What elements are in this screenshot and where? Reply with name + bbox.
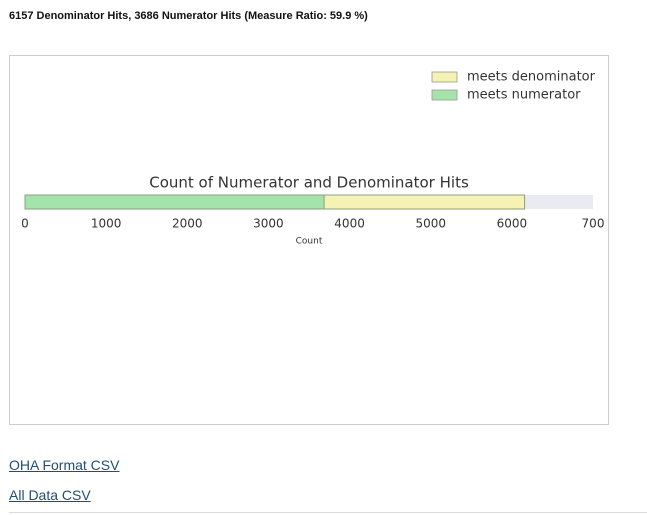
divider	[9, 512, 647, 513]
x-tick-label: 2000	[172, 217, 203, 231]
chart-title: Count of Numerator and Denominator Hits	[149, 174, 469, 192]
legend-swatch	[431, 71, 458, 83]
csv-link[interactable]: All Data CSV	[9, 487, 91, 503]
x-axis-label: Count	[296, 237, 323, 247]
csv-link[interactable]: OHA Format CSV	[9, 457, 120, 473]
chart-frame	[9, 55, 609, 425]
x-tick-label: 5000	[415, 217, 446, 231]
bar	[24, 194, 325, 210]
x-tick-label: 6000	[497, 217, 528, 231]
legend-label: meets denominator	[467, 70, 596, 85]
chart: Count of Numerator and Denominator Hits …	[9, 55, 609, 425]
x-tick-label: 0	[21, 217, 29, 231]
x-tick-label: 3000	[253, 217, 284, 231]
summary-header: 6157 Denominator Hits, 3686 Numerator Hi…	[9, 10, 368, 22]
legend-label: meets numerator	[467, 88, 581, 103]
x-tick-label: 1000	[91, 217, 122, 231]
x-tick-label: 4000	[334, 217, 365, 231]
legend-swatch	[431, 89, 458, 101]
x-tick-label: 700	[582, 217, 605, 231]
